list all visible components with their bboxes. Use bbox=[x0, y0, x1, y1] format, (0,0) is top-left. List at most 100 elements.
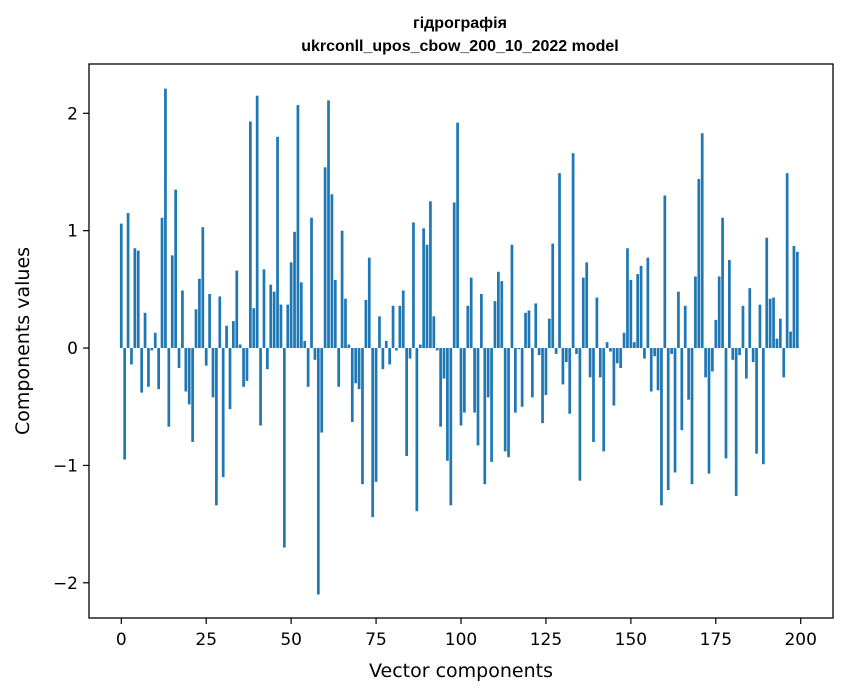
bar-48 bbox=[282, 348, 286, 548]
bar-17 bbox=[177, 348, 181, 368]
bar-109 bbox=[490, 348, 493, 462]
bar-187 bbox=[755, 348, 758, 454]
bar-15 bbox=[170, 255, 174, 349]
bar-36 bbox=[242, 348, 245, 387]
bar-8 bbox=[147, 348, 150, 387]
bar-91 bbox=[429, 201, 432, 349]
x-tick-label: 25 bbox=[195, 630, 217, 650]
bar-29 bbox=[218, 296, 222, 349]
bar-72 bbox=[364, 299, 368, 349]
bar-69 bbox=[354, 348, 358, 384]
bar-169 bbox=[694, 276, 697, 349]
bar-2 bbox=[126, 213, 130, 349]
bar-132 bbox=[568, 348, 572, 414]
bar-25 bbox=[204, 348, 208, 366]
bar-161 bbox=[666, 348, 670, 491]
bar-85 bbox=[408, 348, 412, 359]
bar-189 bbox=[762, 348, 765, 465]
bar-186 bbox=[751, 348, 755, 363]
bar-116 bbox=[514, 348, 517, 413]
bar-142 bbox=[602, 348, 606, 452]
bar-182 bbox=[738, 348, 741, 356]
bar-178 bbox=[724, 348, 728, 459]
bar-28 bbox=[215, 348, 218, 506]
x-tick-label: 125 bbox=[530, 630, 562, 650]
y-tick-label: 1 bbox=[67, 222, 78, 242]
bar-180 bbox=[731, 348, 735, 360]
bar-54 bbox=[303, 341, 307, 349]
bar-181 bbox=[734, 348, 738, 496]
bar-1 bbox=[123, 348, 127, 460]
bar-150 bbox=[629, 279, 633, 349]
bar-144 bbox=[609, 348, 612, 352]
bar-47 bbox=[279, 304, 283, 349]
bar-121 bbox=[530, 348, 534, 398]
x-axis-ticks: 0 25 50 75 100 125 150 175 200 bbox=[116, 618, 817, 650]
bar-74 bbox=[371, 348, 375, 518]
bar-153 bbox=[639, 265, 643, 349]
bar-16 bbox=[174, 189, 177, 349]
bar-191 bbox=[768, 298, 772, 349]
y-tick-label: 0 bbox=[67, 339, 78, 359]
bar-11 bbox=[157, 348, 160, 390]
bar-20 bbox=[187, 348, 191, 405]
bar-105 bbox=[476, 348, 480, 446]
bar-44 bbox=[269, 284, 273, 349]
bar-190 bbox=[765, 237, 769, 349]
bar-40 bbox=[255, 95, 259, 349]
bar-98 bbox=[452, 202, 456, 349]
bar-77 bbox=[381, 348, 385, 370]
x-tick-label: 0 bbox=[116, 630, 127, 650]
bar-65 bbox=[340, 230, 344, 349]
bar-42 bbox=[262, 269, 266, 349]
bar-75 bbox=[374, 348, 378, 482]
bar-107 bbox=[483, 348, 487, 485]
bar-43 bbox=[266, 348, 269, 370]
bar-174 bbox=[711, 348, 714, 372]
bar-89 bbox=[422, 228, 425, 349]
bar-146 bbox=[615, 348, 619, 364]
bar-60 bbox=[323, 167, 327, 349]
bar-5 bbox=[136, 250, 140, 349]
bar-110 bbox=[493, 301, 497, 349]
bar-124 bbox=[541, 348, 544, 424]
bar-34 bbox=[235, 270, 239, 349]
bar-24 bbox=[201, 227, 205, 349]
bar-26 bbox=[208, 294, 211, 349]
bar-7 bbox=[143, 312, 147, 349]
bar-6 bbox=[140, 348, 144, 393]
y-axis-ticks: −2 −1 0 1 2 bbox=[53, 104, 89, 594]
bar-195 bbox=[782, 348, 786, 378]
bar-113 bbox=[503, 348, 507, 452]
bar-140 bbox=[595, 297, 599, 349]
bar-165 bbox=[680, 348, 684, 431]
y-tick-label: −1 bbox=[53, 456, 78, 476]
bar-198 bbox=[792, 245, 796, 349]
bar-106 bbox=[480, 294, 483, 349]
bar-59 bbox=[320, 348, 324, 433]
bar-104 bbox=[473, 348, 476, 413]
bar-10 bbox=[153, 332, 157, 349]
y-tick-label: 2 bbox=[67, 104, 78, 124]
bar-103 bbox=[469, 277, 473, 349]
bar-23 bbox=[198, 278, 201, 349]
bar-79 bbox=[388, 348, 392, 365]
bar-56 bbox=[310, 217, 313, 349]
bar-125 bbox=[544, 348, 548, 395]
bar-159 bbox=[660, 348, 663, 506]
bar-158 bbox=[656, 348, 660, 391]
bar-67 bbox=[347, 344, 351, 349]
bar-117 bbox=[517, 348, 521, 350]
bar-57 bbox=[313, 348, 317, 360]
bar-82 bbox=[398, 305, 402, 349]
x-tick-label: 175 bbox=[700, 630, 732, 650]
bar-78 bbox=[384, 341, 388, 349]
bar-184 bbox=[745, 348, 748, 379]
bar-192 bbox=[772, 297, 775, 349]
bar-139 bbox=[592, 348, 595, 442]
bar-164 bbox=[677, 291, 680, 349]
y-tick-label: −2 bbox=[53, 574, 78, 594]
bar-147 bbox=[619, 348, 623, 368]
bar-137 bbox=[585, 262, 589, 349]
bar-134 bbox=[575, 348, 578, 354]
